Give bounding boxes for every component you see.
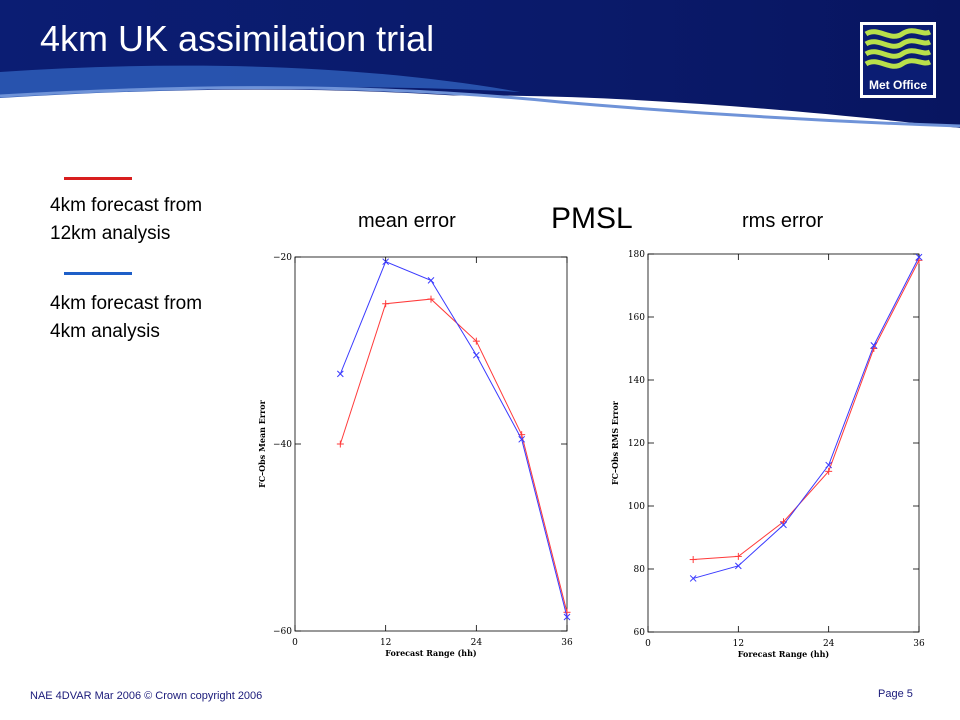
rms-y-tick-label: 140 [628, 376, 645, 386]
rms-y-tick-label: 120 [628, 439, 645, 449]
mean-series-blue-line [339, 261, 568, 618]
rms-y-tick-label: 80 [634, 565, 646, 575]
mean-x-tick-label: 36 [561, 638, 573, 648]
mean-y-axis-label: FC–Obs Mean Error [257, 399, 267, 487]
mean-point-cross-marker [427, 277, 435, 284]
mean-error-caption: mean error [358, 210, 456, 232]
mean-y-tick-label: −20 [273, 253, 292, 263]
legend-red-line1: 4km forecast from [50, 195, 203, 216]
mean-x-tick-label: 12 [380, 638, 391, 648]
rms-point-cross-marker [780, 521, 787, 529]
rms-x-tick-label: 12 [733, 639, 744, 649]
rms-series-blue-line [693, 256, 920, 579]
legend-red-line [64, 177, 132, 180]
met-office-logo: Met Office [860, 22, 936, 98]
footer-copyright: NAE 4DVAR Mar 2006 © Crown copyright 200… [30, 690, 263, 702]
rms-error-chart: 0 12 24 36 60 80 100 120 140 160 180 Forecast Range… [610, 250, 925, 659]
mean-point-cross-marker [518, 435, 526, 443]
mean-y-tick-label: −60 [273, 627, 292, 637]
mean-point-plus-marker [472, 337, 480, 345]
footer-page-number: Page 5 [878, 688, 913, 700]
rms-x-tick-label: 36 [913, 639, 925, 649]
legend-blue-line [64, 272, 132, 275]
rms-point-plus-marker [734, 552, 742, 560]
mean-x-axis-label: Forecast Range (hh) [385, 648, 477, 658]
rms-x-tick-label: 24 [823, 639, 835, 649]
mean-x-tick-label: 24 [471, 638, 483, 648]
mean-plot-frame [294, 256, 568, 632]
mean-y-tick-label: −40 [273, 440, 292, 450]
mean-x-tick-label: 0 [292, 638, 298, 648]
rms-point-plus-marker [689, 556, 697, 564]
slide-title: 4km UK assimilation trial [40, 18, 435, 59]
mean-point-cross-marker [336, 370, 344, 378]
legend-blue-line1: 4km forecast from [50, 293, 203, 314]
rms-series-red-line [693, 260, 920, 561]
rms-x-tick-label: 0 [645, 639, 651, 649]
rms-y-axis-label: FC–Obs RMS Error [610, 400, 620, 485]
legend-red-label: 4km forecast from 12km analysis [50, 192, 202, 248]
mean-point-cross-marker [563, 613, 571, 621]
rms-y-tick-label: 160 [628, 313, 645, 323]
mean-point-plus-marker [563, 608, 571, 616]
rms-y-tick-label: 100 [628, 502, 645, 512]
mean-point-plus-marker [382, 300, 390, 308]
rms-y-tick-label: 60 [634, 628, 646, 638]
legend-blue-line2: 4km analysis [50, 321, 160, 342]
mean-point-cross-marker [382, 258, 390, 266]
rms-point-cross-marker [870, 341, 878, 349]
legend-red-line2: 12km analysis [50, 223, 171, 244]
rms-plot-frame [647, 253, 920, 633]
rms-point-cross-marker [825, 461, 833, 469]
rms-point-cross-marker [734, 562, 742, 570]
rms-point-plus-marker [825, 467, 833, 475]
mean-point-cross-marker [472, 351, 480, 359]
rms-y-tick-label: 180 [628, 250, 645, 260]
logo-text: Met Office [869, 78, 927, 92]
header-banner [0, 0, 960, 130]
slide-header: 4km UK assimilation trial Met Office [0, 0, 960, 130]
mean-series-red-line [339, 298, 568, 613]
legend-blue-label: 4km forecast from 4km analysis [50, 290, 202, 346]
rms-error-caption: rms error [742, 210, 824, 232]
mean-point-plus-marker [336, 440, 344, 448]
pmsl-label: PMSL [551, 202, 633, 235]
rms-point-cross-marker [915, 253, 923, 261]
mean-point-plus-marker [427, 295, 435, 303]
rms-point-cross-marker [689, 575, 697, 582]
mean-error-chart: 0 12 24 36 −60 −40 −20 Forecast Range (hh) FC–Ob… [257, 253, 573, 658]
rms-x-axis-label: Forecast Range (hh) [738, 649, 830, 659]
